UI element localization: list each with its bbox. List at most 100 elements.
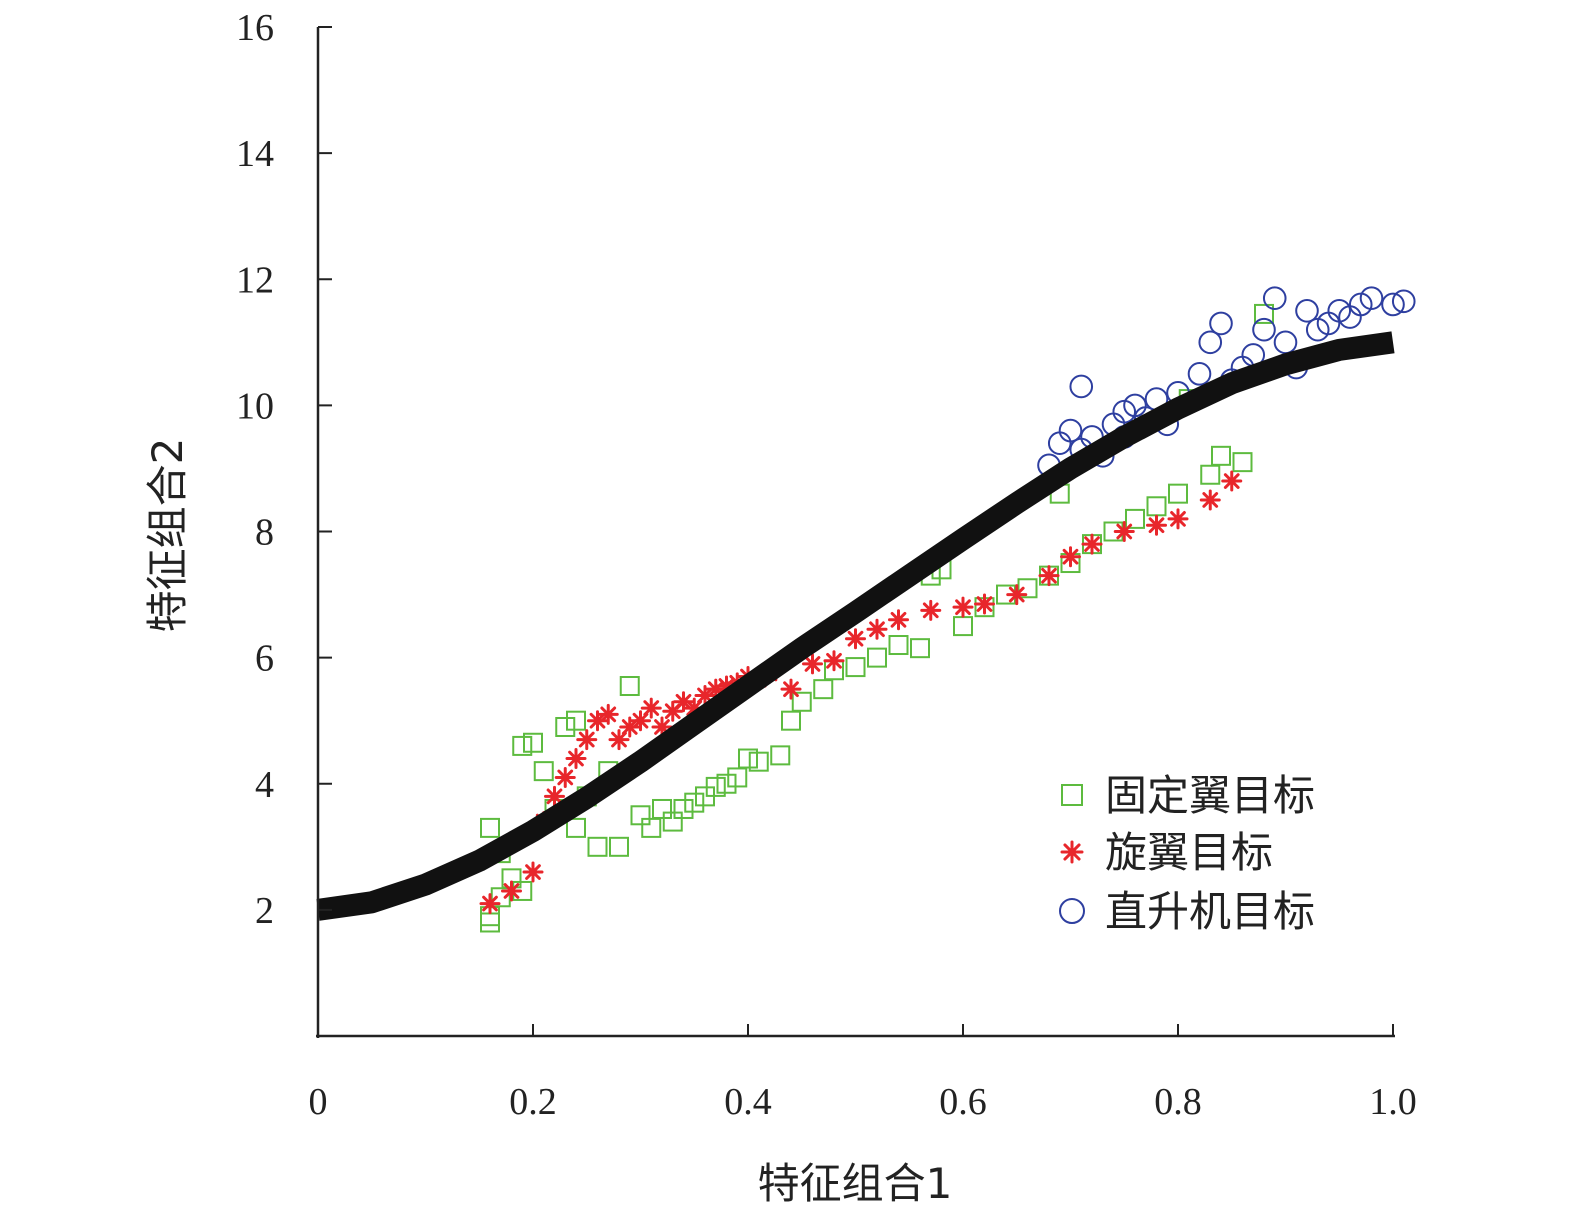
legend-label: 固定翼目标 <box>1105 771 1315 820</box>
data-point-square <box>533 761 554 782</box>
data-point-square <box>609 836 629 857</box>
data-point-asterisk <box>587 710 608 732</box>
data-point-asterisk <box>1113 521 1135 542</box>
data-point-asterisk <box>1146 514 1167 536</box>
data-point-asterisk <box>974 593 995 615</box>
data-point-circle <box>1209 311 1233 336</box>
data-point-square <box>523 732 543 753</box>
data-point-square <box>1232 452 1253 473</box>
data-point-asterisk <box>1221 470 1243 492</box>
data-point-asterisk <box>479 893 501 915</box>
data-point-asterisk <box>565 748 587 770</box>
y-tick-label: 4 <box>255 764 274 806</box>
data-point-circle <box>1252 317 1276 342</box>
data-point-asterisk <box>1167 508 1189 530</box>
data-point-square <box>630 805 651 826</box>
legend-item: 旋翼目标 <box>1060 828 1273 877</box>
y-tick-label: 10 <box>236 385 274 427</box>
data-point-square <box>555 716 576 737</box>
data-point-circle <box>1047 431 1072 456</box>
data-point-square <box>1168 483 1188 504</box>
data-point-asterisk <box>576 729 598 751</box>
data-point-square <box>716 773 737 794</box>
data-point-square <box>867 647 887 668</box>
data-point-square <box>727 767 748 788</box>
data-point-circle <box>1198 330 1223 355</box>
data-point-square <box>1200 464 1221 485</box>
data-point-square <box>512 735 533 756</box>
y-tick-label: 6 <box>255 638 274 680</box>
data-point-asterisk <box>608 729 630 751</box>
data-point-circle <box>1069 374 1094 399</box>
plot-marks <box>479 286 1416 933</box>
data-point-asterisk <box>522 861 544 883</box>
data-point-square <box>813 679 834 700</box>
data-point-asterisk <box>866 618 888 640</box>
data-point-square <box>1017 578 1038 599</box>
legend-item: 直升机目标 <box>1059 887 1315 936</box>
x-axis-title: 特征组合1 <box>758 1159 953 1208</box>
data-point-asterisk <box>1199 489 1221 511</box>
legend-label: 旋翼目标 <box>1105 828 1273 877</box>
y-tick-label: 14 <box>236 133 274 175</box>
data-point-square <box>566 710 586 731</box>
data-point-square <box>781 710 801 731</box>
data-point-asterisk <box>952 596 974 618</box>
data-point-square <box>480 817 500 838</box>
data-point-square <box>748 751 769 772</box>
data-point-asterisk <box>920 599 942 621</box>
x-tick-label: 0.4 <box>724 1081 772 1123</box>
data-point-circle <box>1273 330 1298 355</box>
data-point-circle <box>1059 898 1085 924</box>
data-point-asterisk <box>780 678 802 700</box>
y-tick-label: 16 <box>236 7 274 49</box>
data-point-square <box>662 811 683 832</box>
data-point-asterisk <box>845 628 866 650</box>
data-point-square <box>619 676 640 697</box>
data-point-circle <box>1187 362 1212 386</box>
data-point-circle <box>1381 292 1405 317</box>
data-point-square <box>705 776 726 797</box>
data-point-square <box>1211 445 1231 466</box>
data-point-square <box>480 912 500 933</box>
data-point-square <box>1061 784 1083 806</box>
x-tick-label: 0.2 <box>509 1081 557 1123</box>
data-point-square <box>490 887 511 908</box>
data-point-square <box>1254 303 1274 324</box>
decision-boundary-curve <box>316 331 1395 921</box>
data-point-square <box>888 635 909 656</box>
data-point-asterisk <box>640 697 662 719</box>
data-point-square <box>684 792 705 813</box>
data-point-circle <box>1262 286 1287 310</box>
data-point-asterisk <box>630 710 651 732</box>
y-axis-title: 特征组合2 <box>143 438 192 633</box>
data-point-asterisk <box>888 609 909 631</box>
axes: 0 0.2 0.4 0.6 0.8 1.0 2 4 6 8 10 12 14 16 <box>236 7 1417 1123</box>
data-point-asterisk <box>823 650 845 672</box>
data-point-square <box>587 836 608 857</box>
data-point-square <box>910 638 930 659</box>
data-point-asterisk <box>501 880 522 902</box>
data-point-asterisk <box>1081 533 1103 555</box>
x-tick-label: 0 <box>309 1081 328 1123</box>
data-point-square <box>652 798 672 819</box>
data-point-circle <box>1359 286 1384 310</box>
legend-item: 固定翼目标 <box>1061 771 1315 820</box>
data-point-square <box>1125 508 1145 529</box>
data-point-circle <box>1295 298 1319 323</box>
boundary-curve-layer <box>316 331 1395 921</box>
data-point-asterisk <box>554 766 576 788</box>
data-point-square <box>1146 496 1167 517</box>
x-tick-label: 1.0 <box>1369 1081 1417 1123</box>
data-point-square <box>566 817 586 838</box>
data-point-square <box>641 817 662 838</box>
data-point-square <box>770 745 791 766</box>
y-tick-label: 12 <box>236 259 274 301</box>
data-point-asterisk <box>597 703 619 725</box>
y-tick-label: 8 <box>255 512 274 554</box>
data-point-square <box>791 691 812 712</box>
data-point-circle <box>1058 418 1083 443</box>
data-point-asterisk <box>544 785 565 807</box>
data-point-asterisk <box>1060 840 1084 864</box>
